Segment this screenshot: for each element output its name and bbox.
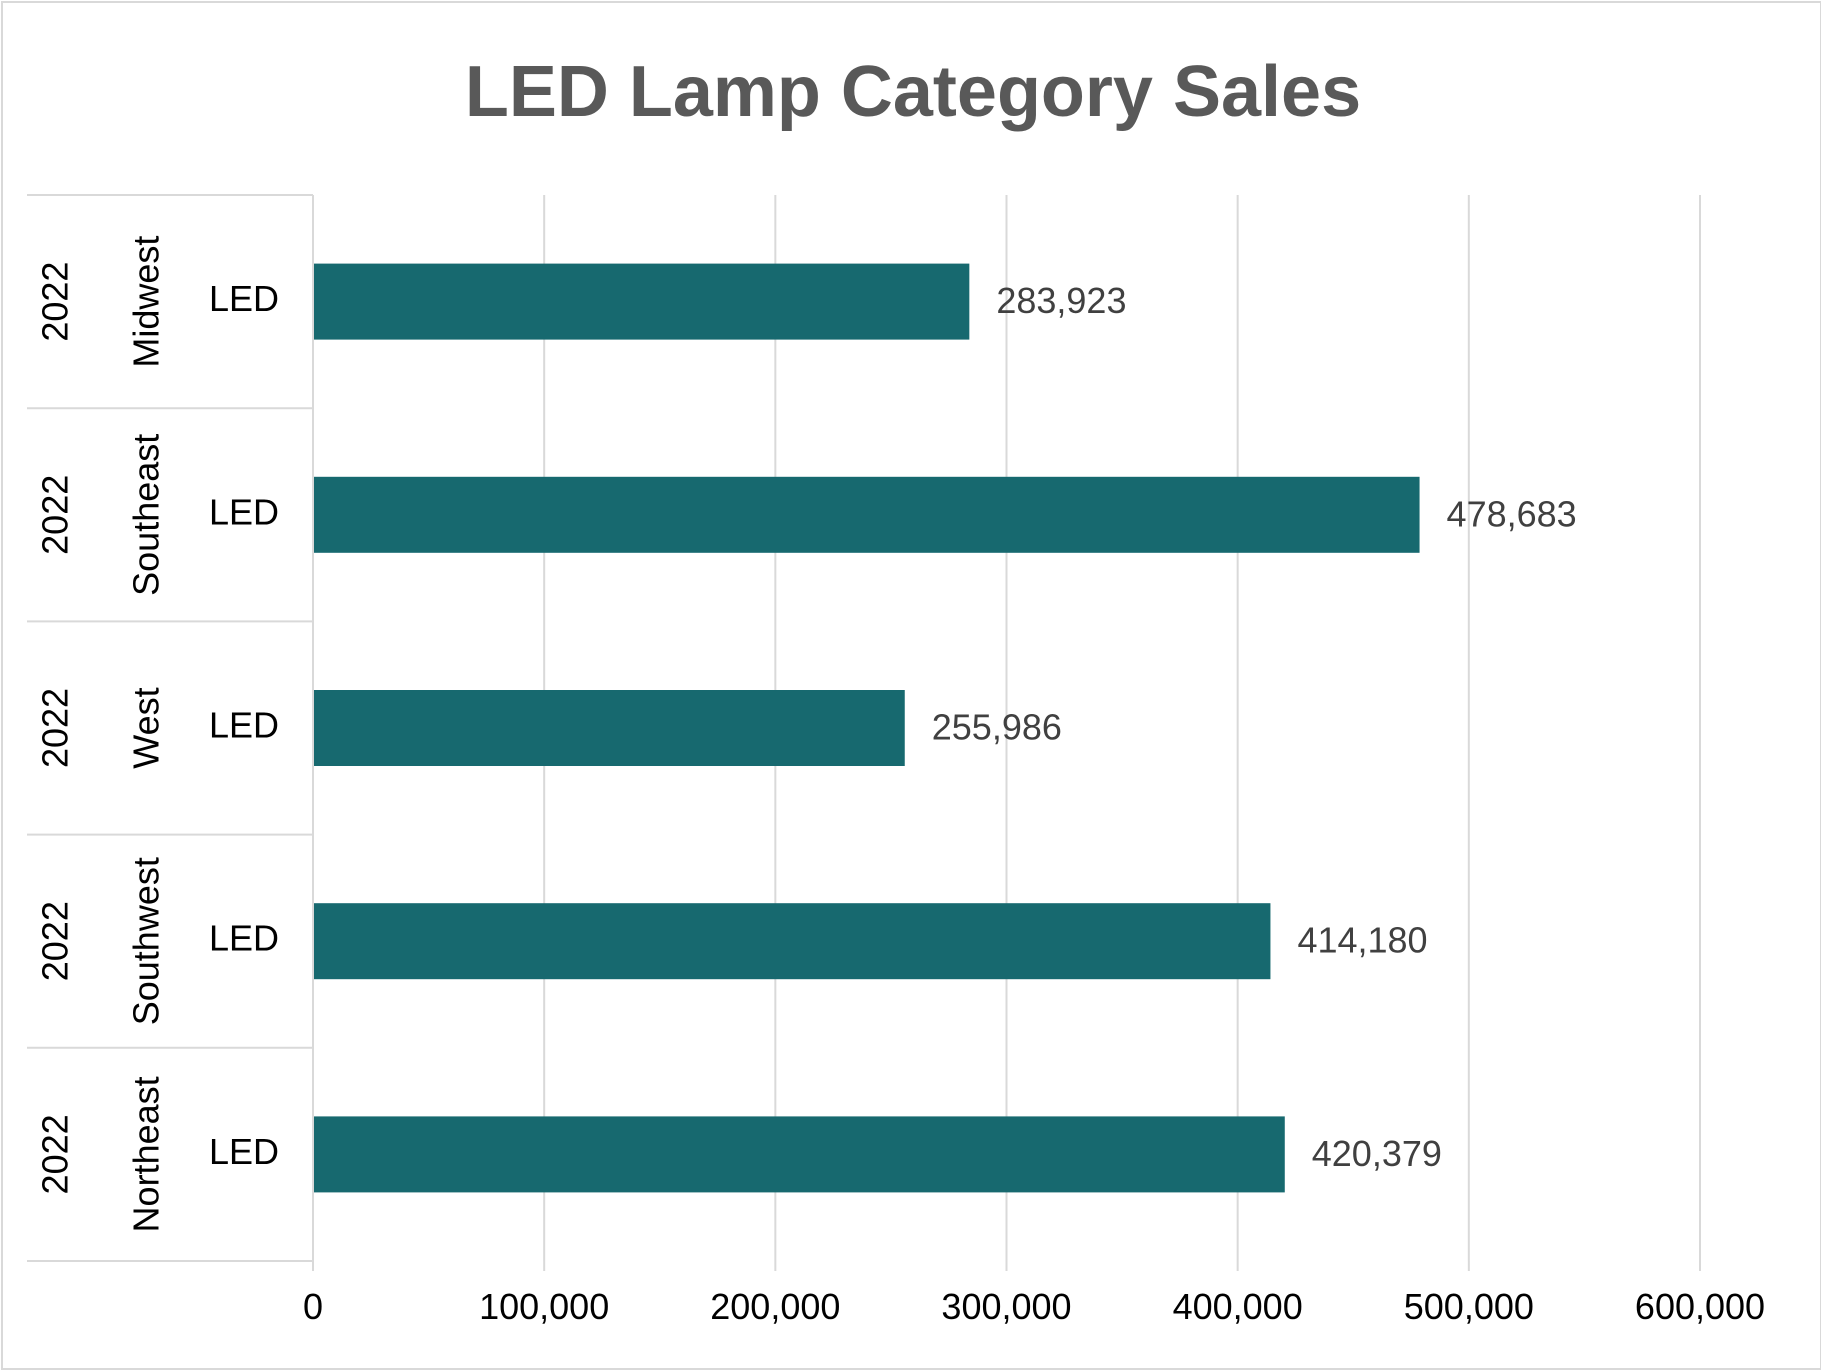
chart-title: LED Lamp Category Sales [465,52,1361,132]
year-label: 2022 [35,1114,76,1194]
region-label: Southwest [126,857,167,1025]
data-label-southeast: 478,683 [1447,493,1577,534]
category-label: LED [209,705,279,746]
x-tick-label: 400,000 [1173,1286,1303,1327]
year-label: 2022 [35,901,76,981]
category-label: LED [209,1131,279,1172]
gridlines [312,195,1701,1271]
x-axis-ticks: 0 100,000 200,000 300,000 400,000 500,000 600,… [303,1286,1765,1327]
data-label-northeast: 420,379 [1312,1133,1442,1174]
x-tick-label: 100,000 [479,1286,609,1327]
bar-southeast [314,476,1420,553]
bar-west [314,690,905,766]
region-label: Northeast [126,1076,167,1232]
bar-southwest [314,903,1271,980]
region-label: Southeast [126,434,167,596]
region-label: West [126,687,167,768]
year-label: 2022 [35,475,76,555]
region-label: Midwest [126,236,167,368]
data-label-west: 255,986 [932,707,1062,748]
category-label: LED [209,918,279,959]
bars [314,263,1420,1193]
bar-northeast [314,1116,1285,1193]
category-label: LED [209,491,279,532]
year-label: 2022 [35,262,76,342]
data-label-southwest: 414,180 [1297,920,1427,961]
bar-chart: LED Lamp Category Sales 2022 Midwest LED20… [27,52,1765,1327]
x-tick-label: 0 [303,1286,323,1327]
category-axis: 2022 Midwest LED 2022 Southeast LED 2022 West LE… [27,194,314,1262]
bar-midwest [314,263,970,340]
x-tick-label: 300,000 [941,1286,1071,1327]
data-label-midwest: 283,923 [996,280,1126,321]
x-tick-label: 200,000 [710,1286,840,1327]
year-label: 2022 [35,688,76,768]
category-label: LED [209,278,279,319]
x-tick-label: 500,000 [1404,1286,1534,1327]
x-tick-label: 600,000 [1635,1286,1765,1327]
data-labels: 283,923 478,683 255,986 414,180 420,379 [932,280,1577,1174]
